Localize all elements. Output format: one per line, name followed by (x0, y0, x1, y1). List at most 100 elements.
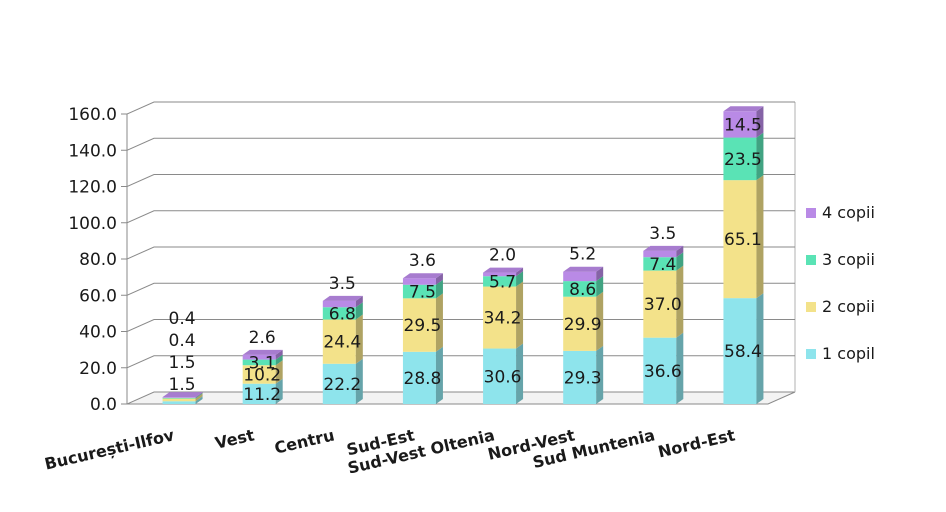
y-tick-label: 80.0 (79, 250, 117, 270)
data-label: 7.4 (649, 255, 676, 275)
bar-front (322, 363, 356, 404)
bar-segment-1-copil (563, 345, 604, 404)
bar-side (275, 349, 283, 360)
bar-front (723, 137, 757, 181)
data-label: 24.4 (323, 333, 361, 353)
bar-segment-2-copii (402, 293, 443, 352)
bar-front (402, 351, 436, 404)
bar-front (643, 337, 677, 404)
data-label: 14.5 (724, 115, 762, 135)
bar-side (676, 332, 684, 404)
bar-segment-1-copil (643, 332, 684, 404)
bar-segment-2-copii (643, 265, 684, 338)
bar-segment-1-copil (723, 293, 764, 404)
bar-front (483, 272, 517, 277)
bar-top (483, 267, 524, 273)
data-label: 28.8 (404, 369, 442, 389)
bar-segment-3-copii (483, 271, 524, 287)
bar-front (242, 383, 276, 404)
data-label: 36.6 (644, 362, 682, 382)
bar-side (355, 302, 363, 320)
bar-front (242, 354, 276, 360)
bar-segment-4-copii (483, 267, 524, 277)
y-tick-label: 0.0 (90, 395, 117, 415)
legend: 4 copii 3 copii 2 copii 1 copil (806, 203, 875, 363)
bar-front (402, 278, 436, 285)
bar-front (242, 365, 276, 384)
data-label: 30.6 (484, 367, 522, 387)
bar-front (723, 180, 757, 299)
legend-item: 1 copil (806, 344, 875, 363)
bar-front (563, 281, 597, 297)
legend-label: 1 copil (822, 344, 875, 363)
legend-label: 4 copii (822, 203, 875, 222)
bar-front (723, 111, 757, 138)
bar-segment-2-copii (242, 360, 283, 384)
bar-segment-1-copil (162, 396, 203, 404)
data-label: 22.2 (323, 375, 361, 395)
bar-top (723, 106, 764, 112)
bar-segment-4-copii (723, 106, 764, 138)
bar-segment-2-copii (162, 393, 203, 402)
data-label: 0.4 (169, 331, 196, 351)
bar-segment-1-copil (242, 378, 283, 404)
data-label: 1.5 (169, 353, 196, 373)
x-tick-label: București-Ilfov (43, 425, 177, 473)
bar-segment-3-copii (322, 302, 363, 320)
bar-front (242, 359, 276, 366)
bars: 1.51.50.40.411.210.23.12.622.224.46.83.5… (162, 106, 764, 405)
bar-side (355, 358, 363, 404)
data-label: 10.2 (243, 365, 281, 385)
bar-front (563, 296, 597, 351)
bar-top (242, 349, 283, 355)
bar-front (402, 298, 436, 352)
x-tick-label: Nord-Est (656, 425, 737, 461)
data-label: 3.5 (329, 274, 356, 294)
data-label: 8.6 (569, 280, 596, 300)
bar-segment-4-copii (322, 295, 363, 308)
bar-front (483, 286, 517, 349)
legend-item: 4 copii (806, 203, 875, 222)
bar-top (322, 295, 363, 301)
bar-segment-1-copil (402, 346, 443, 404)
gridline (126, 210, 795, 224)
legend-item: 2 copii (806, 297, 875, 316)
bar-side (435, 273, 443, 285)
bar-top (162, 392, 203, 398)
legend-swatch (806, 302, 816, 312)
bar-segment-4-copii (162, 392, 203, 398)
bar-top (563, 266, 604, 272)
bar-front (162, 397, 196, 398)
x-tick-label: Vest (213, 425, 256, 452)
data-label: 58.4 (724, 342, 762, 362)
bar-side (676, 265, 684, 338)
legend-swatch (806, 255, 816, 265)
data-label: 5.7 (489, 272, 516, 292)
data-label: 3.1 (249, 353, 276, 373)
bar-front (322, 307, 356, 320)
bar-segment-3-copii (242, 354, 283, 366)
legend-item: 3 copii (806, 250, 875, 269)
gridline (126, 137, 795, 151)
bar-side (596, 345, 604, 404)
bar-front (723, 298, 757, 404)
bar-segment-4-copii (563, 266, 604, 282)
y-axis-ticks: 0.0 20.0 40.0 60.0 80.0 100.0 120.0 140.0 160.0 (68, 105, 127, 415)
bar-segment-2-copii (723, 175, 764, 299)
data-label: 11.2 (243, 385, 281, 405)
data-label: 34.2 (484, 309, 522, 329)
x-tick-label: Centru (273, 425, 337, 457)
bar-segment-3-copii (563, 276, 604, 297)
bar-side (275, 378, 283, 404)
bar-side (355, 295, 363, 308)
data-label: 37.0 (644, 295, 682, 315)
legend-label: 2 copii (822, 297, 875, 316)
bar-side (435, 346, 443, 404)
bar-side (195, 392, 203, 399)
bar-front (402, 284, 436, 299)
bar-side (596, 276, 604, 297)
bar-front (563, 350, 597, 404)
bar-front (322, 319, 356, 364)
bar-front (643, 257, 677, 271)
bar-side (195, 396, 203, 404)
